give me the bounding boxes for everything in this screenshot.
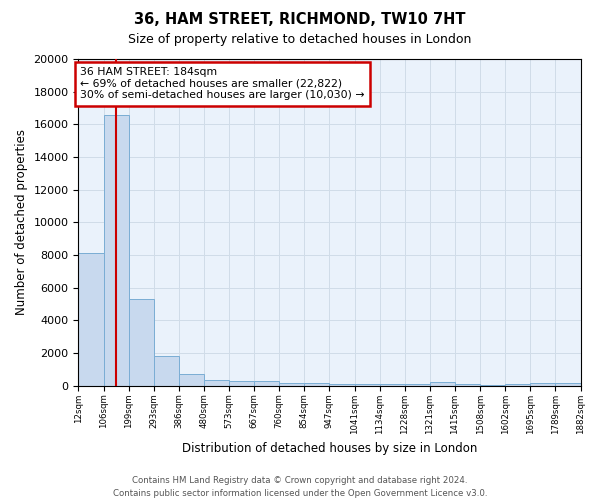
Bar	[455, 384, 480, 386]
Text: 36, HAM STREET, RICHMOND, TW10 7HT: 36, HAM STREET, RICHMOND, TW10 7HT	[134, 12, 466, 28]
Bar	[530, 383, 556, 386]
Bar	[380, 384, 405, 386]
X-axis label: Distribution of detached houses by size in London: Distribution of detached houses by size …	[182, 442, 477, 455]
Bar	[279, 383, 304, 386]
Text: Contains HM Land Registry data © Crown copyright and database right 2024.
Contai: Contains HM Land Registry data © Crown c…	[113, 476, 487, 498]
Bar	[329, 384, 355, 386]
Bar	[254, 382, 279, 386]
Bar	[405, 384, 430, 386]
Bar	[355, 384, 380, 386]
Bar	[430, 382, 455, 386]
Bar	[229, 382, 254, 386]
Text: Size of property relative to detached houses in London: Size of property relative to detached ho…	[128, 32, 472, 46]
Text: 36 HAM STREET: 184sqm
← 69% of detached houses are smaller (22,822)
30% of semi-: 36 HAM STREET: 184sqm ← 69% of detached …	[80, 67, 365, 100]
Y-axis label: Number of detached properties: Number of detached properties	[15, 130, 28, 316]
Bar	[79, 254, 104, 386]
Bar	[556, 383, 581, 386]
Bar	[154, 356, 179, 386]
Bar	[104, 114, 128, 386]
Bar	[480, 384, 505, 386]
Bar	[505, 384, 530, 386]
Bar	[179, 374, 204, 386]
Bar	[204, 380, 229, 386]
Bar	[128, 299, 154, 386]
Bar	[304, 383, 329, 386]
